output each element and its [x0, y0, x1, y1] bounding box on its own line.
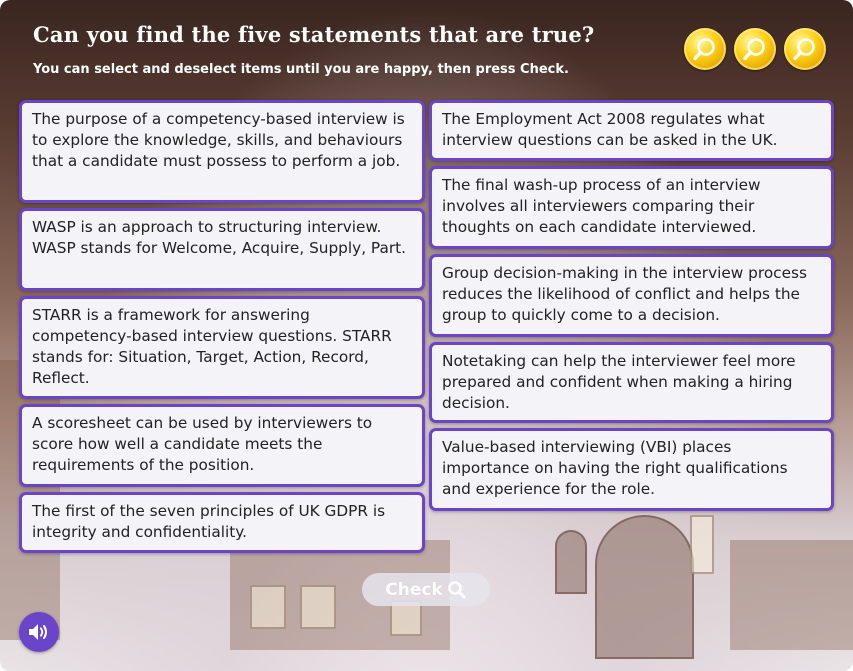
speaker-icon — [29, 624, 47, 640]
magnifier-icon — [743, 38, 765, 61]
background-building — [730, 540, 853, 650]
background-window — [300, 585, 336, 629]
statement-text: STARR is a framework for answering compe… — [32, 306, 392, 387]
background-arch — [595, 515, 694, 659]
background-window — [690, 515, 714, 574]
statement-text: The Employment Act 2008 regulates what i… — [442, 110, 778, 149]
statement-text: The purpose of a competency-based interv… — [32, 110, 405, 170]
statement-text: A scoresheet can be used by interviewers… — [32, 414, 373, 474]
background-window — [250, 585, 286, 629]
hint-token — [784, 28, 826, 70]
statement-option[interactable]: Value-based interviewing (VBI) places im… — [429, 428, 834, 511]
magnifier-icon — [793, 38, 815, 61]
audio-button[interactable] — [19, 612, 59, 652]
page-title: Can you find the five statements that ar… — [33, 22, 595, 47]
magnifier-icon — [447, 580, 467, 600]
statement-text: WASP is an approach to structuring inter… — [32, 218, 406, 257]
hint-token — [734, 28, 776, 70]
statement-option[interactable]: The purpose of a competency-based interv… — [19, 100, 425, 203]
hint-token — [684, 28, 726, 70]
statement-text: Notetaking can help the interviewer feel… — [442, 352, 796, 412]
check-button-label: Check — [385, 579, 443, 600]
statement-option[interactable]: WASP is an approach to structuring inter… — [19, 208, 425, 291]
header: Can you find the five statements that ar… — [0, 0, 853, 92]
statement-option[interactable]: STARR is a framework for answering compe… — [19, 296, 425, 399]
statement-option[interactable]: The final wash-up process of an intervie… — [429, 166, 834, 249]
check-button[interactable]: Check — [362, 573, 490, 606]
background-arch — [555, 530, 587, 594]
statement-option[interactable]: Notetaking can help the interviewer feel… — [429, 342, 834, 423]
statement-text: The first of the seven principles of UK … — [32, 502, 386, 541]
statement-option[interactable]: A scoresheet can be used by interviewers… — [19, 404, 425, 487]
statement-text: The final wash-up process of an intervie… — [442, 176, 761, 236]
statement-option[interactable]: Group decision-making in the interview p… — [429, 254, 834, 337]
instructions-text: You can select and deselect items until … — [33, 62, 569, 77]
statement-text: Group decision-making in the interview p… — [442, 264, 807, 324]
statement-option[interactable]: The Employment Act 2008 regulates what i… — [429, 100, 834, 161]
statement-option[interactable]: The first of the seven principles of UK … — [19, 492, 425, 553]
magnifier-icon — [693, 38, 715, 61]
statement-text: Value-based interviewing (VBI) places im… — [442, 438, 788, 498]
